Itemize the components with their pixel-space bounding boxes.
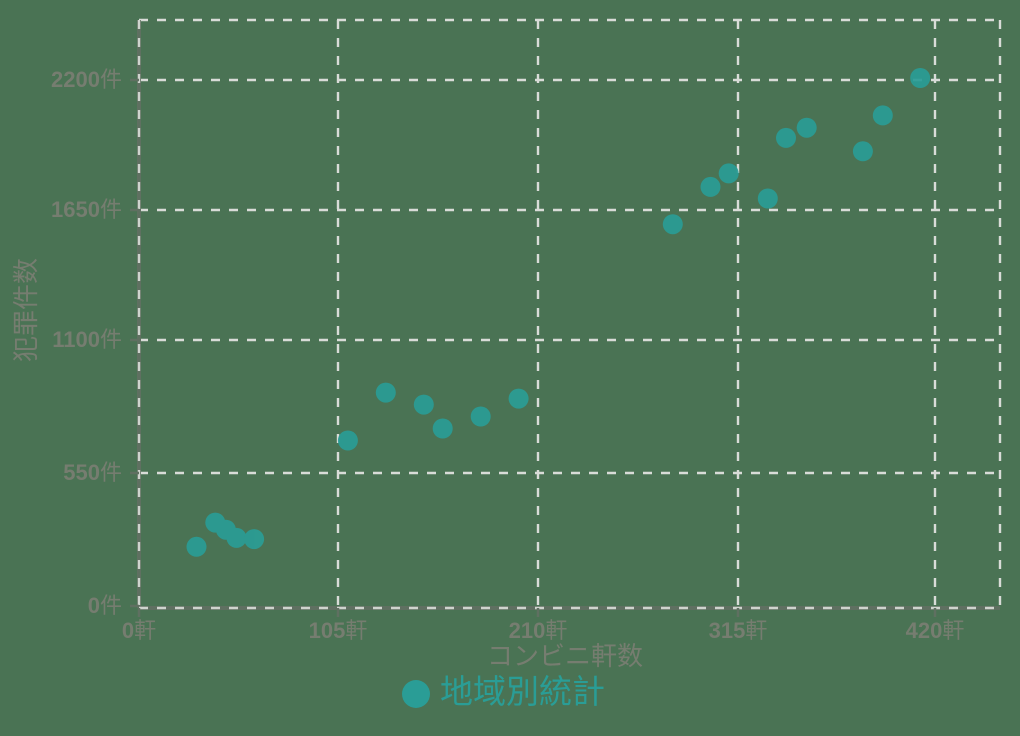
svg-text:420軒: 420軒 [906, 618, 965, 643]
svg-text:1650件: 1650件 [51, 197, 122, 222]
svg-text:105軒: 105軒 [309, 618, 368, 643]
svg-text:2200件: 2200件 [51, 67, 122, 92]
svg-text:コンビニ軒数: コンビニ軒数 [487, 641, 643, 671]
svg-text:315軒: 315軒 [709, 618, 768, 643]
svg-text:550件: 550件 [63, 460, 122, 485]
svg-text:0軒: 0軒 [122, 618, 156, 643]
svg-text:1100件: 1100件 [52, 327, 122, 352]
svg-text:210軒: 210軒 [509, 618, 568, 643]
svg-text:0件: 0件 [88, 593, 122, 618]
svg-text:地域別統計: 地域別統計 [440, 673, 605, 710]
svg-text:犯罪件数: 犯罪件数 [11, 258, 41, 362]
